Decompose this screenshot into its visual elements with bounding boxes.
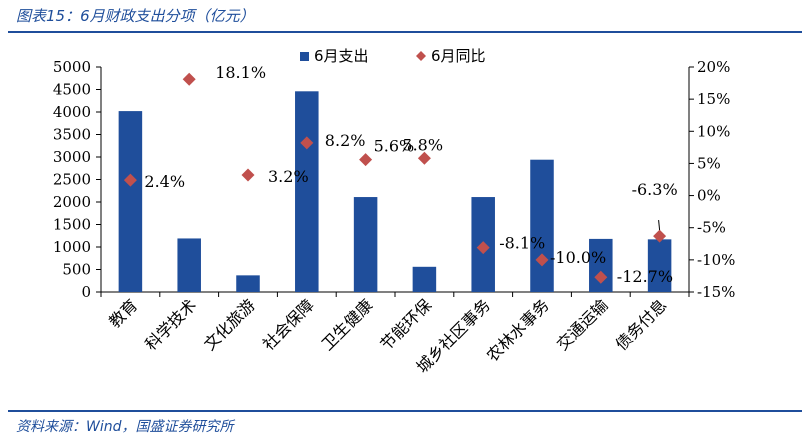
yoy-data-label: 3.2% xyxy=(268,167,309,186)
yoy-data-label: 5.8% xyxy=(402,135,443,154)
left-tick-label: 2000 xyxy=(53,193,91,211)
left-tick-label: 3500 xyxy=(53,126,91,144)
yoy-series: 2.4% 18.1% 3.2% 8.2% 5.6%5.8% -8.1% -10.0% -12.… xyxy=(123,63,678,286)
left-tick-label: 1500 xyxy=(53,216,91,234)
right-tick-label: -5% xyxy=(697,219,726,237)
yoy-marker xyxy=(535,253,549,267)
right-tick-label: -15% xyxy=(697,283,735,301)
yoy-data-label: 18.1% xyxy=(215,63,266,82)
yoy-data-label: -12.7% xyxy=(617,267,673,286)
right-tick-label: 20% xyxy=(697,58,730,76)
category-label: 交通运输 xyxy=(553,295,612,354)
yoy-marker xyxy=(594,270,608,284)
right-tick-label: 10% xyxy=(697,122,730,140)
category-label: 农林水事务 xyxy=(483,295,553,365)
left-tick-label: 1000 xyxy=(53,238,91,256)
category-label: 科学技术 xyxy=(141,295,200,354)
yoy-marker xyxy=(417,151,431,165)
footer-rule xyxy=(8,410,802,412)
yoy-data-label: 5.6% xyxy=(374,137,415,156)
bar xyxy=(647,239,672,292)
yoy-marker xyxy=(359,153,373,167)
yoy-marker xyxy=(241,168,255,182)
bar xyxy=(412,266,437,292)
legend-marker-swatch xyxy=(416,51,426,61)
bar-series xyxy=(118,91,672,292)
chart-header: 图表15：6月财政支出分项（亿元） xyxy=(0,0,810,34)
bar xyxy=(530,159,554,292)
bar xyxy=(236,275,260,292)
category-label: 教育 xyxy=(105,295,141,331)
left-tick-label: 4500 xyxy=(53,81,91,99)
left-tick-label: 5000 xyxy=(53,58,91,76)
chart-footer: 资料来源：Wind，国盛证券研究所 xyxy=(0,406,810,439)
category-label: 卫生健康 xyxy=(318,295,377,354)
legend-bar-swatch xyxy=(300,52,309,61)
category-label: 债务付息 xyxy=(612,295,671,354)
left-tick-label: 3000 xyxy=(53,148,91,166)
yoy-marker xyxy=(182,72,196,86)
yoy-marker xyxy=(123,173,137,187)
chart-axes: 0 500 1000 1500 2000 2500 3000 3500 4000 4500 5000… xyxy=(53,58,736,377)
yoy-marker xyxy=(653,229,667,243)
bar xyxy=(353,197,378,292)
bar xyxy=(118,111,143,292)
right-tick-label: 5% xyxy=(697,154,721,172)
legend-bar-label: 6月支出 xyxy=(314,47,369,65)
right-tick-label: 15% xyxy=(697,90,730,108)
yoy-data-label: -8.1% xyxy=(499,234,545,253)
left-tick-label: 0 xyxy=(81,283,91,301)
category-label: 社会保障 xyxy=(259,295,318,354)
category-label: 文化旅游 xyxy=(200,295,259,354)
label-leader-line xyxy=(658,220,661,231)
left-tick-label: 2500 xyxy=(53,171,91,189)
yoy-marker xyxy=(476,241,490,255)
category-label: 节能环保 xyxy=(377,295,436,354)
header-rule xyxy=(8,31,802,33)
chart-title: 图表15：6月财政支出分项（亿元） xyxy=(16,7,255,25)
bar xyxy=(589,238,613,292)
yoy-marker xyxy=(300,136,314,150)
source-note: 资料来源：Wind，国盛证券研究所 xyxy=(16,419,234,435)
yoy-data-label: 2.4% xyxy=(144,172,185,191)
chart-legend: 6月支出 6月同比 xyxy=(300,47,486,65)
yoy-data-label: -10.0% xyxy=(550,248,606,267)
bar xyxy=(295,91,319,292)
left-tick-label: 500 xyxy=(62,261,91,279)
chart-svg: 0 500 1000 1500 2000 2500 3000 3500 4000 4500 5000… xyxy=(53,47,736,377)
bar xyxy=(177,238,201,292)
yoy-data-label: 8.2% xyxy=(325,131,366,150)
right-tick-label: 0% xyxy=(697,187,721,205)
yoy-data-label: -6.3% xyxy=(632,180,678,199)
right-tick-label: -10% xyxy=(697,251,735,269)
legend-marker-label: 6月同比 xyxy=(431,47,486,65)
left-tick-label: 4000 xyxy=(53,103,91,121)
